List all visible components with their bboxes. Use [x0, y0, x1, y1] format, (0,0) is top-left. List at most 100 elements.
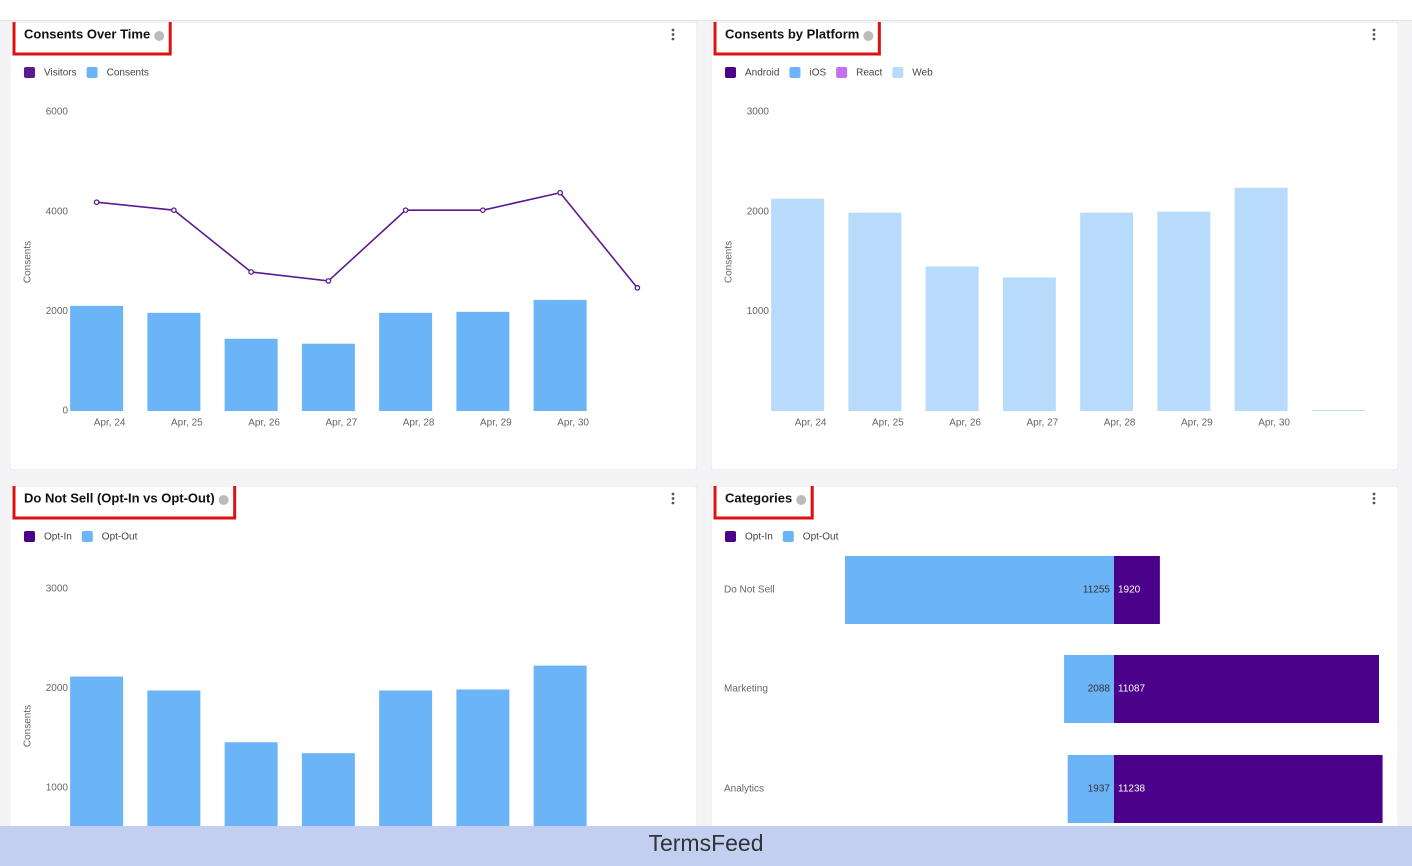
bar: [70, 305, 124, 411]
x-tick-label: Apr, 27: [326, 418, 358, 429]
menu-dot[interactable]: [671, 28, 675, 32]
x-tick-label: Apr, 29: [480, 418, 512, 429]
legend-label: Web: [912, 68, 933, 79]
value-label: 2088: [1088, 684, 1111, 695]
bar: [1114, 556, 1160, 624]
legend-label: Visitors: [44, 68, 77, 79]
x-tick-label: Apr, 25: [171, 418, 203, 429]
y-tick-label: 1000: [46, 783, 69, 794]
bar: [1064, 655, 1114, 723]
info-icon[interactable]: [796, 495, 807, 505]
category-label: Do Not Sell: [724, 585, 775, 596]
point: [325, 278, 332, 284]
legend-swatch: [836, 67, 848, 78]
y-tick-label: 1000: [747, 306, 770, 317]
menu-dot[interactable]: [1372, 501, 1376, 505]
cards: Consents Over Time Visitors Consents 0 2000 4…: [10, 22, 1398, 846]
x-tick-label: Apr, 28: [1104, 418, 1136, 429]
bar: [224, 338, 278, 411]
bar: [771, 198, 825, 411]
value-label: 11238: [1118, 784, 1146, 795]
menu-dot[interactable]: [1372, 28, 1376, 32]
legend-label: Opt-Out: [803, 532, 839, 543]
line: [96, 191, 638, 289]
y-tick-label: 3000: [46, 584, 69, 595]
x-tick-label: Apr, 25: [872, 418, 904, 429]
value-label: 1937: [1088, 784, 1111, 795]
chart-card: Consents by Platform Android iOS React Web 10…: [711, 22, 1398, 470]
x-tick-label: Apr, 24: [94, 418, 126, 429]
card-title: Categories: [725, 490, 792, 505]
bar: [1234, 187, 1288, 411]
bar: [147, 312, 201, 411]
bar: [379, 690, 433, 846]
point: [402, 207, 409, 214]
menu-dot[interactable]: [671, 37, 675, 41]
value-label: 11255: [1083, 585, 1111, 596]
top-strip: [0, 0, 1412, 20]
point: [557, 189, 563, 196]
chart-card: Do Not Sell (Opt-In vs Opt-Out) Opt-In Opt…: [10, 486, 697, 846]
bar: [70, 676, 124, 846]
bar: [379, 312, 433, 411]
x-tick-label: Apr, 29: [1181, 418, 1213, 429]
menu-dot[interactable]: [671, 501, 675, 505]
legend-swatch: [24, 531, 35, 542]
point: [634, 285, 641, 291]
y-tick-label: 3000: [747, 107, 770, 118]
chart-card: Consents Over Time Visitors Consents 0 2000 4…: [10, 22, 697, 470]
bar: [533, 665, 587, 846]
card-body: Do Not Sell (Opt-In vs Opt-Out) Opt-In Opt…: [10, 486, 697, 846]
menu-dot[interactable]: [671, 33, 675, 36]
bar: [1002, 277, 1056, 411]
legend-swatch: [24, 67, 35, 78]
info-icon[interactable]: [218, 495, 229, 505]
menu-dot[interactable]: [1372, 33, 1376, 36]
legend-swatch: [892, 67, 904, 78]
chart-card: Categories Opt-In Opt-Out Do Not Sell 11255 1…: [711, 486, 1398, 846]
card-body: Consents Over Time Visitors Consents 0 2000 4…: [10, 22, 697, 470]
title-highlight: [713, 486, 814, 520]
title-highlight: [713, 22, 881, 56]
value-label: 11087: [1118, 684, 1146, 695]
card-title: Consents Over Time: [24, 26, 150, 41]
x-tick-label: Apr, 24: [795, 418, 827, 429]
menu-dot[interactable]: [1372, 492, 1376, 496]
bar: [845, 556, 1114, 624]
menu-dot[interactable]: [1372, 497, 1376, 500]
info-icon[interactable]: [863, 31, 874, 41]
card-title: Do Not Sell (Opt-In vs Opt-Out): [24, 490, 215, 505]
point: [248, 269, 254, 275]
card-body: Categories Opt-In Opt-Out Do Not Sell 11255 1…: [711, 486, 1398, 846]
info-icon[interactable]: [154, 31, 165, 41]
card-title: Consents by Platform: [725, 26, 859, 41]
legend-swatch: [725, 67, 736, 78]
y-tick-label: 6000: [46, 107, 69, 118]
bar: [301, 343, 355, 411]
legend-swatch: [81, 531, 93, 542]
legend-label: Opt-In: [44, 532, 72, 543]
menu-dot[interactable]: [1372, 37, 1376, 41]
bar: [456, 311, 510, 411]
x-tick-label: Apr, 27: [1027, 418, 1059, 429]
bar: [147, 690, 201, 846]
x-tick-label: Apr, 26: [949, 418, 981, 429]
menu-dot[interactable]: [671, 492, 675, 496]
legend-label: React: [856, 68, 882, 79]
legend-swatch: [782, 531, 794, 542]
title-highlight: [12, 22, 172, 56]
footer-bar: [0, 826, 1412, 866]
menu-dot[interactable]: [671, 497, 675, 500]
point: [171, 207, 177, 214]
bar: [1080, 212, 1134, 411]
point: [93, 199, 100, 206]
bar: [456, 689, 510, 846]
bar: [1114, 755, 1383, 823]
card-body: Consents by Platform Android iOS React Web 10…: [711, 22, 1398, 470]
legend-label: Consents: [107, 68, 149, 79]
x-tick-label: Apr, 30: [557, 418, 589, 429]
footer-text: TermsFeed: [648, 830, 763, 856]
y-tick-label: 2000: [46, 306, 69, 317]
bar: [1157, 211, 1211, 411]
